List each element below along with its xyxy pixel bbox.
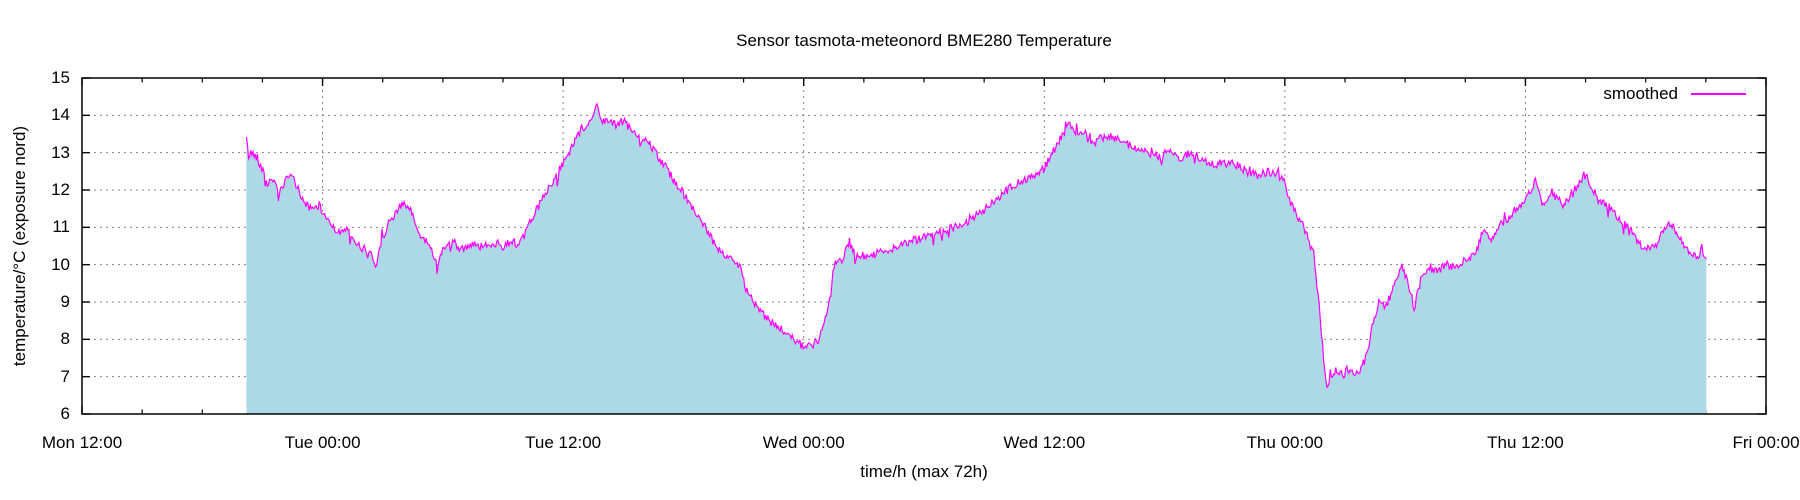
x-tick-label: Wed 12:00 (1003, 433, 1086, 452)
y-tick-label: 12 (51, 180, 70, 199)
x-tick-label: Thu 00:00 (1246, 433, 1324, 452)
x-tick-label: Tue 00:00 (284, 433, 361, 452)
x-tick-label: Fri 00:00 (1732, 433, 1800, 452)
y-tick-label: 11 (52, 217, 70, 237)
y-tick-label: 7 (60, 366, 70, 386)
y-tick-label: 15 (51, 68, 70, 87)
y-tick-label: 9 (60, 292, 70, 311)
y-tick-label: 14 (51, 105, 70, 125)
x-tick-label: Mon 12:00 (41, 433, 123, 452)
x-tick-label: Tue 12:00 (525, 433, 602, 452)
x-tick-label: Wed 00:00 (762, 433, 845, 452)
x-tick-label: Thu 12:00 (1487, 433, 1564, 452)
y-tick-label: 8 (60, 329, 70, 349)
y-tick-label: 13 (51, 142, 70, 162)
y-axis-label: temperature/°C (exposure nord) (10, 125, 29, 367)
chart-title: Sensor tasmota-meteonord BME280 Temperat… (736, 31, 1112, 50)
legend-label: smoothed (1603, 84, 1678, 103)
x-axis-label: time/h (max 72h) (860, 462, 988, 481)
y-tick-label: 10 (51, 254, 70, 274)
legend: smoothed (1603, 84, 1746, 104)
legend-line-sample (1691, 93, 1746, 95)
y-tick-label: 6 (60, 404, 70, 423)
